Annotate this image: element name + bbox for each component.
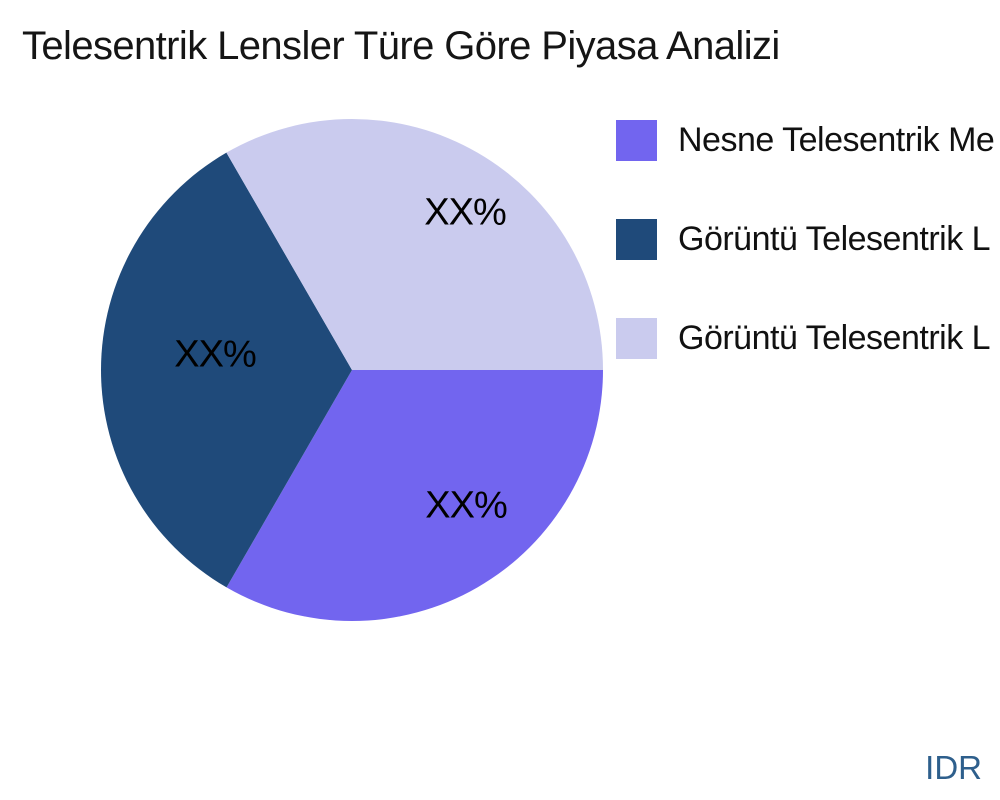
legend-swatch-goruntu-telesentrik-1 xyxy=(616,219,657,260)
chart-title: Telesentrik Lensler Türe Göre Piyasa Ana… xyxy=(22,24,780,68)
pie-slice-1[interactable] xyxy=(101,152,352,588)
pie-slice-0[interactable] xyxy=(226,370,604,621)
pie-slice-value-label-goruntu-telesentrik-1: XX% xyxy=(174,333,256,376)
legend-item-goruntu-telesentrik-2[interactable]: Görüntü Telesentrik L xyxy=(616,318,994,359)
legend-label-goruntu-telesentrik-2: Görüntü Telesentrik L xyxy=(678,319,991,357)
pie-slice-value-label-goruntu-telesentrik-2: XX% xyxy=(424,191,506,234)
watermark-idr: IDR xyxy=(925,749,982,786)
legend-swatch-nesne-telesentrik xyxy=(616,120,657,161)
legend-label-nesne-telesentrik: Nesne Telesentrik Me xyxy=(678,121,995,159)
legend-swatch-goruntu-telesentrik-2 xyxy=(616,318,657,359)
pie-slice-2[interactable] xyxy=(226,119,603,370)
pie-slice-value-label-nesne-telesentrik: XX% xyxy=(425,484,507,527)
legend: Nesne Telesentrik Me Görüntü Telesentrik… xyxy=(616,120,995,359)
legend-label-goruntu-telesentrik-1: Görüntü Telesentrik L xyxy=(678,220,991,258)
legend-item-nesne-telesentrik[interactable]: Nesne Telesentrik Me xyxy=(616,120,995,161)
legend-item-goruntu-telesentrik-1[interactable]: Görüntü Telesentrik L xyxy=(616,219,994,260)
